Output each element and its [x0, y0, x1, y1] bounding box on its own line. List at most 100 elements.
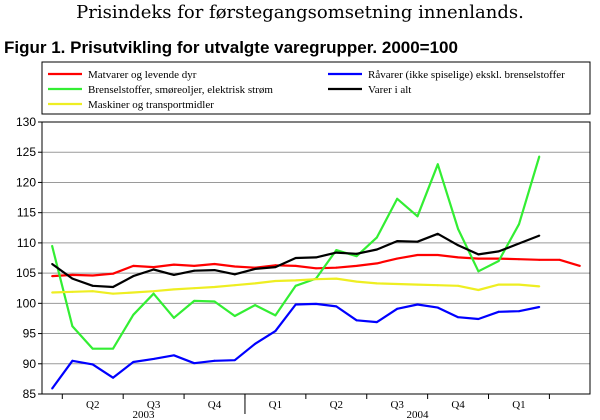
data-point — [91, 290, 94, 293]
data-point — [315, 302, 317, 305]
x-tick-label: Q3 — [390, 399, 404, 411]
data-point — [416, 240, 419, 243]
legend: Matvarer og levende dyr Brenselstoffer, s… — [48, 69, 565, 111]
data-point — [172, 263, 175, 266]
data-point — [112, 292, 115, 295]
figure-title: Figur 1. Prisutvikling for utvalgte vare… — [4, 38, 458, 57]
data-point — [315, 267, 317, 270]
data-point — [375, 282, 378, 285]
data-point — [51, 263, 54, 266]
data-point — [396, 240, 399, 243]
x-tick-label: Q1 — [512, 399, 525, 411]
x-tick-label: Q1 — [269, 399, 282, 411]
data-point — [91, 284, 94, 287]
legend-label: Maskiner og transportmidler — [88, 99, 214, 111]
data-point — [335, 251, 338, 254]
data-point — [132, 275, 135, 278]
data-point — [233, 265, 236, 268]
data-point — [355, 264, 358, 267]
data-point — [71, 277, 74, 280]
data-point — [112, 347, 115, 350]
data-point — [416, 303, 419, 306]
legend-label: Brenselstoffer, smøreoljer, elektrisk st… — [88, 84, 273, 96]
data-point — [172, 273, 175, 276]
y-tick-label: 105 — [16, 266, 36, 280]
data-point — [396, 197, 399, 200]
data-point — [457, 256, 460, 259]
y-tick-label: 120 — [16, 175, 36, 189]
data-point — [355, 280, 358, 283]
data-point — [457, 316, 460, 319]
y-tick-label: 130 — [16, 115, 36, 129]
data-point — [91, 347, 94, 350]
y-tick-label: 90 — [23, 357, 37, 371]
data-point — [233, 359, 236, 362]
data-point — [172, 288, 175, 291]
x-tick-label: Q2 — [86, 399, 99, 411]
data-point — [457, 244, 460, 247]
data-point — [315, 256, 317, 259]
data-point — [254, 304, 257, 307]
legend-label: Råvarer (ikke spiselige) ekskl. brensels… — [368, 69, 565, 81]
series-lines — [51, 155, 581, 390]
data-point — [538, 155, 541, 158]
y-axis: 85 90 95 100 105 110 115 120 125 130 — [16, 115, 42, 401]
legend-box — [41, 61, 591, 115]
data-point — [335, 305, 338, 308]
data-point — [396, 282, 399, 285]
data-point — [71, 359, 74, 362]
data-point — [538, 234, 541, 237]
data-point — [497, 310, 500, 313]
data-point — [578, 264, 581, 267]
data-point — [497, 250, 500, 253]
data-point — [517, 283, 520, 286]
y-tick-label: 100 — [16, 296, 36, 310]
data-point — [213, 263, 216, 266]
series-line — [51, 232, 540, 289]
data-point — [517, 223, 520, 226]
data-point — [254, 342, 257, 345]
data-point — [152, 292, 155, 295]
data-point — [517, 242, 520, 245]
data-point — [315, 278, 317, 281]
data-point — [193, 269, 196, 272]
data-point — [274, 266, 277, 269]
data-point — [375, 262, 378, 265]
data-point — [193, 362, 196, 365]
data-point — [152, 357, 155, 360]
series-line — [51, 302, 540, 390]
data-point — [375, 321, 378, 324]
data-point — [335, 249, 338, 252]
data-point — [355, 252, 358, 255]
data-point — [436, 306, 439, 309]
data-point — [517, 258, 520, 261]
data-point — [436, 284, 439, 287]
data-point — [477, 318, 480, 321]
x-tick-label: Q4 — [208, 399, 222, 411]
data-point — [436, 232, 439, 235]
data-point — [416, 253, 419, 256]
data-point — [436, 253, 439, 256]
data-point — [132, 360, 135, 363]
data-point — [172, 316, 175, 319]
data-point — [71, 325, 74, 328]
data-point — [517, 310, 520, 313]
data-point — [355, 255, 358, 258]
data-point — [71, 273, 74, 276]
data-point — [254, 282, 257, 285]
data-point — [112, 286, 115, 289]
data-point — [233, 273, 236, 276]
data-point — [538, 258, 541, 261]
legend-label: Matvarer og levende dyr — [88, 69, 197, 81]
x-axis: Q2 Q3 Q4 Q1 Q2 Q3 Q4 Q1 2003 2004 — [61, 394, 550, 420]
data-point — [274, 279, 277, 282]
data-point — [254, 267, 257, 270]
year-label: 2003 — [132, 409, 155, 420]
data-point — [457, 284, 460, 287]
data-point — [396, 257, 399, 260]
data-point — [233, 315, 236, 318]
data-point — [193, 299, 196, 302]
x-tick-label: Q3 — [147, 399, 161, 411]
data-point — [91, 274, 94, 277]
data-point — [477, 270, 480, 273]
